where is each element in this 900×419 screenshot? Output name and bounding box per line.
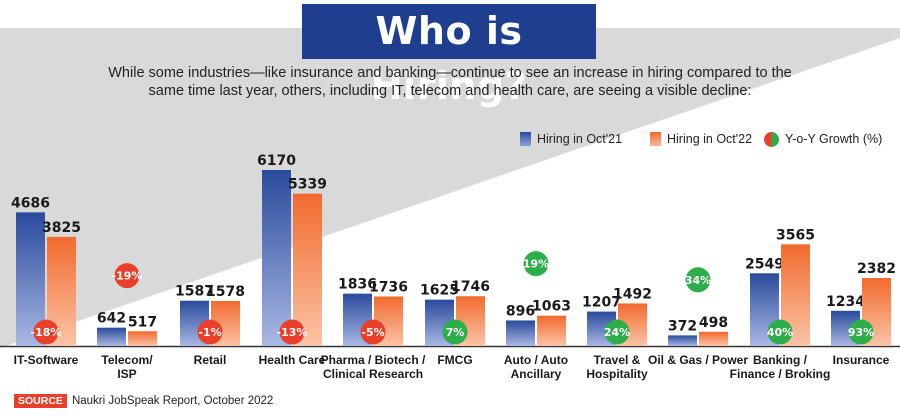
value-label-oct22-4: 1736	[369, 279, 408, 295]
growth-label-2: -1%	[198, 326, 221, 339]
value-label-oct22-7: 1492	[613, 286, 652, 302]
growth-label-4: -5%	[361, 326, 384, 339]
legend-oct22-swatch	[650, 132, 661, 146]
legend-growth: Y-o-Y Growth (%)	[764, 131, 882, 147]
growth-badge-7	[604, 319, 630, 345]
growth-label-7: 24%	[604, 326, 630, 339]
page-title: Who is Hiring?	[302, 4, 596, 108]
value-label-oct22-2: 1578	[206, 284, 245, 300]
value-label-oct22-0: 3825	[42, 220, 81, 236]
bar-oct21-8	[668, 335, 697, 346]
value-label-oct22-9: 3565	[776, 227, 815, 243]
growth-label-6: 19%	[523, 258, 549, 271]
category-label-3-0: Health Care	[259, 353, 326, 367]
value-label-oct22-6: 1063	[532, 299, 571, 315]
category-label-6-0: Auto / Auto	[504, 353, 568, 367]
value-label-oct21-6: 896	[506, 303, 535, 319]
category-label-10-0: Insurance	[833, 353, 890, 367]
subtitle-line-2: same time last year, others, including I…	[148, 83, 752, 99]
category-label-0-0: IT-Software	[14, 353, 79, 367]
growth-badge-9	[767, 319, 793, 345]
bar-oct22-1	[128, 331, 157, 346]
category-label-4-1: Clinical Research	[323, 367, 423, 381]
legend-oct21-label: Hiring in Oct'21	[537, 132, 623, 146]
category-label-7-0: Travel &	[594, 353, 641, 367]
growth-badge-2	[197, 319, 223, 345]
legend-growth-label: Y-o-Y Growth (%)	[785, 132, 883, 146]
growth-badge-0	[33, 319, 59, 345]
category-label-9-0: Banking /	[753, 353, 808, 367]
bar-oct21-3	[262, 170, 291, 346]
legend-oct22-label: Hiring in Oct'22	[667, 132, 753, 146]
growth-badge-8	[685, 267, 711, 293]
value-label-oct22-3: 5339	[288, 177, 327, 193]
legend-growth-icon	[764, 131, 779, 147]
value-label-oct22-1: 517	[128, 314, 157, 330]
growth-label-1: -19%	[112, 270, 143, 283]
growth-badge-6	[523, 251, 549, 277]
category-label-8-0: Oil & Gas / Power	[648, 353, 748, 367]
growth-label-8: 34%	[685, 274, 711, 287]
source-note: SOURCE Naukri JobSpeak Report, October 2…	[14, 394, 273, 408]
growth-badge-1	[114, 263, 140, 289]
value-label-oct21-8: 372	[668, 318, 697, 334]
legend-oct21: Hiring in Oct'21	[520, 131, 622, 147]
value-label-oct22-8: 498	[699, 315, 728, 331]
bar-oct21-6	[506, 320, 535, 346]
category-label-6-1: Ancillary	[511, 367, 562, 381]
growth-label-0: -18%	[31, 326, 62, 339]
background-gray-panel	[0, 28, 900, 348]
value-label-oct21-10: 1234	[826, 294, 865, 310]
growth-label-3: -13%	[277, 326, 308, 339]
category-label-9-1: Finance / Broking	[730, 367, 831, 381]
bar-oct22-3	[293, 193, 322, 346]
value-label-oct21-7: 1207	[582, 295, 621, 311]
value-label-oct21-0: 4686	[11, 195, 50, 211]
category-label-2-0: Retail	[194, 353, 227, 367]
value-label-oct21-9: 2549	[745, 256, 784, 272]
value-label-oct21-3: 6170	[257, 153, 296, 169]
growth-badge-10	[848, 319, 874, 345]
growth-label-5: 7%	[446, 326, 465, 339]
bar-oct21-1	[97, 327, 126, 346]
growth-badge-5	[442, 319, 468, 345]
legend-oct22: Hiring in Oct'22	[650, 131, 752, 147]
category-label-4-0: Pharma / Biotech /	[321, 353, 426, 367]
value-label-oct22-5: 1746	[451, 279, 490, 295]
value-label-oct21-5: 1625	[420, 283, 459, 299]
source-text: Naukri JobSpeak Report, October 2022	[71, 395, 274, 407]
legend-oct21-swatch	[520, 132, 531, 146]
subtitle-line-1: While some industries—like insurance and…	[108, 65, 792, 81]
growth-badge-3	[279, 319, 305, 345]
category-label-1-1: ISP	[117, 367, 136, 381]
category-label-7-1: Hospitality	[586, 367, 648, 381]
bar-oct22-6	[537, 315, 566, 346]
growth-label-10: 93%	[848, 326, 874, 339]
value-label-oct21-4: 1836	[338, 277, 377, 293]
growth-label-9: 40%	[767, 326, 793, 339]
source-tag: SOURCE	[14, 394, 67, 408]
subtitle: While some industries—like insurance and…	[100, 64, 800, 100]
category-label-5-0: FMCG	[437, 353, 472, 367]
value-label-oct22-10: 2382	[857, 261, 896, 277]
category-label-1-0: Telecom/	[101, 353, 153, 367]
value-label-oct21-1: 642	[97, 311, 126, 327]
growth-badge-4	[360, 319, 386, 345]
value-label-oct21-2: 1587	[175, 284, 214, 300]
bar-oct22-8	[699, 331, 728, 346]
